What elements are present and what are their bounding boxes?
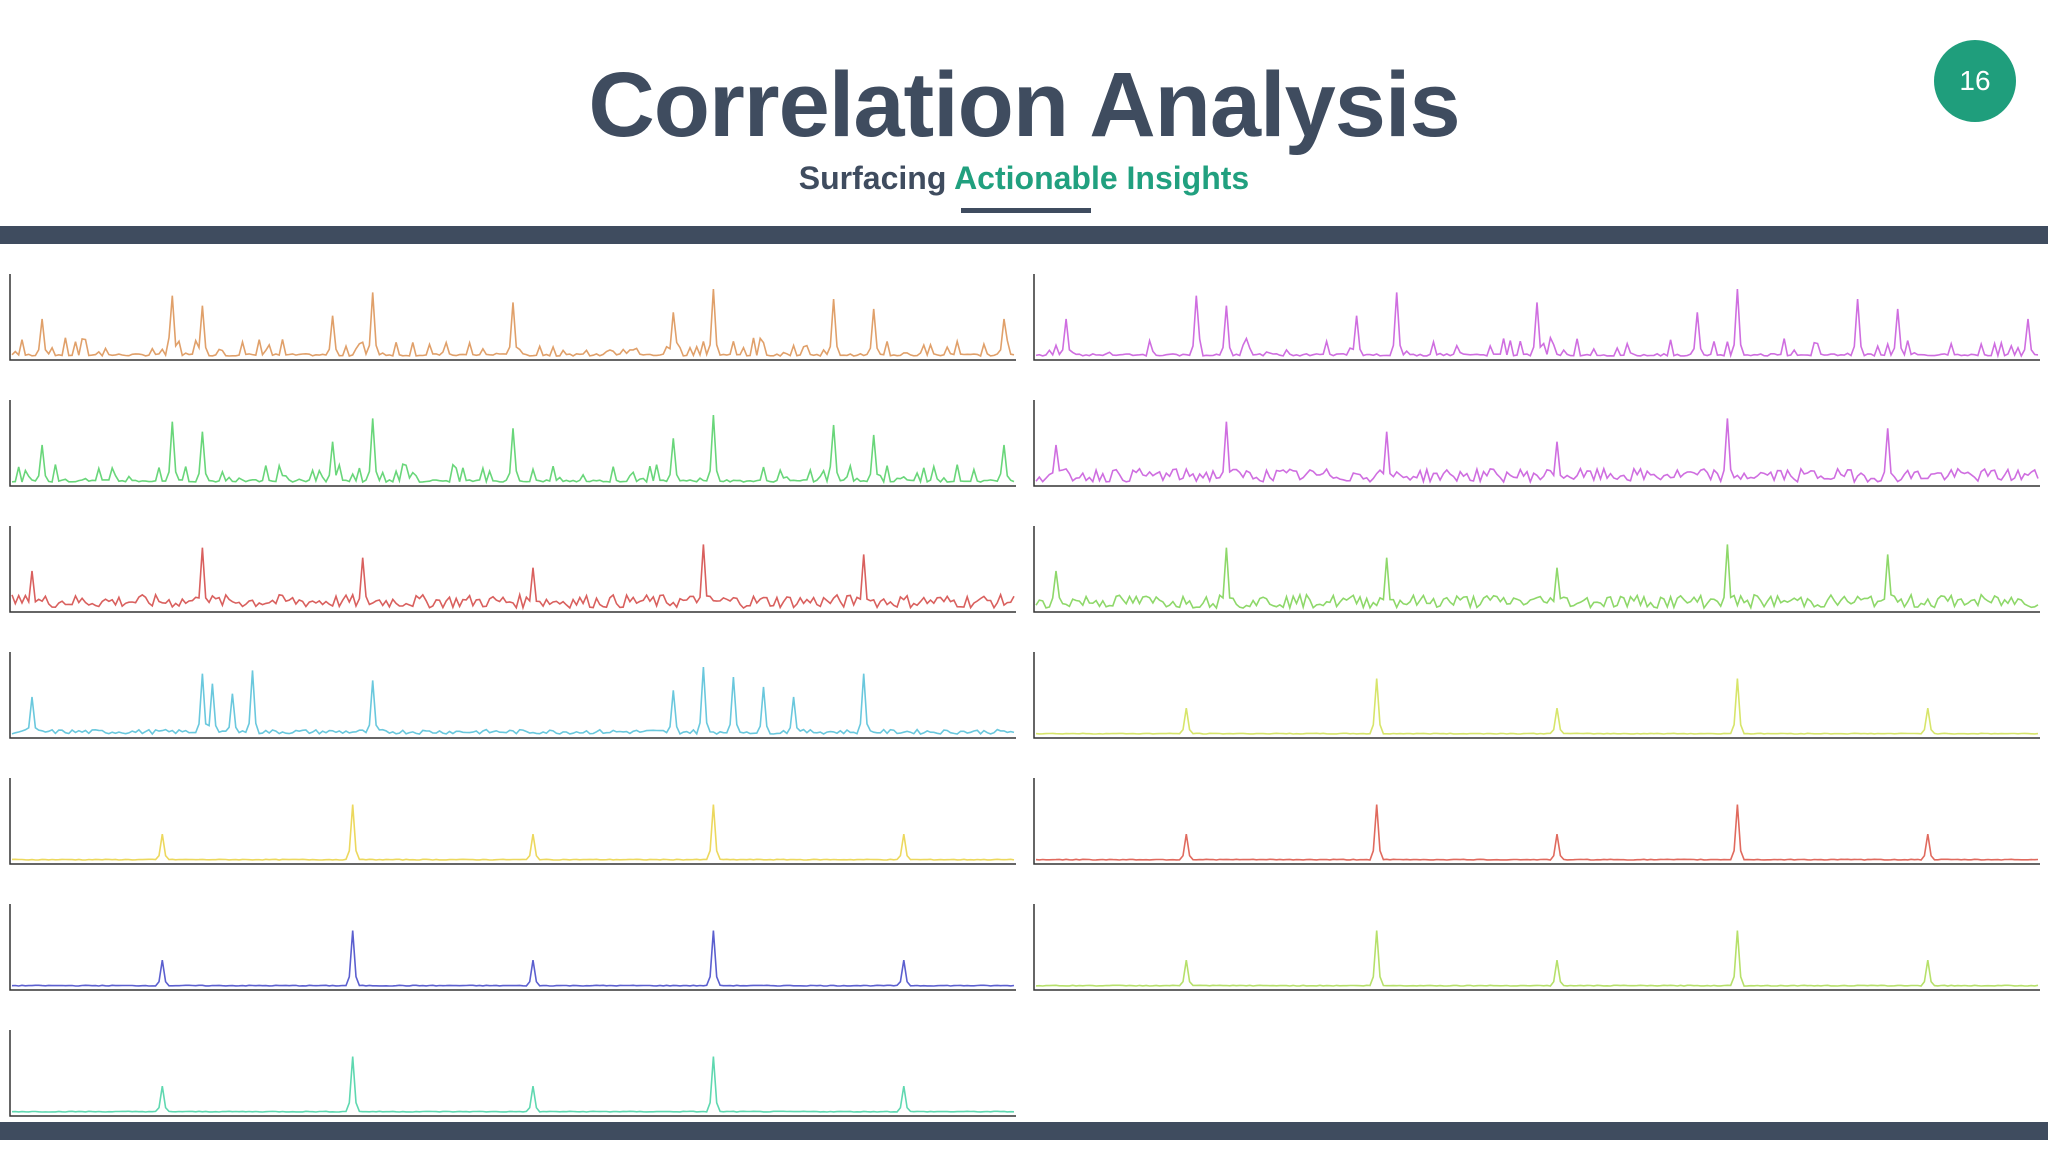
sparkline-panel-8	[1033, 274, 2040, 361]
sparkline-series	[1035, 418, 2039, 485]
sparkline-axis	[9, 1030, 1016, 1117]
header-divider-bar	[0, 226, 2048, 244]
sparkline-series	[11, 666, 1015, 736]
sparkline-panel-1	[9, 274, 1016, 361]
sparkline-series	[1035, 930, 2039, 987]
sparkline-panel-12	[1033, 778, 2040, 865]
subtitle-part-1: Surfacing	[798, 160, 947, 196]
sparkline-series	[1035, 678, 2039, 735]
sparkline-panel-13	[1033, 904, 2040, 991]
sparkline-series	[1035, 804, 2039, 861]
sparkline-axis	[1033, 526, 2040, 613]
sparkline-panel-9	[1033, 400, 2040, 487]
slide-subtitle: Surfacing Actionable Insights	[0, 158, 2048, 198]
sparkline-axis	[9, 274, 1016, 361]
sparkline-axis	[9, 400, 1016, 487]
sparkline-series	[11, 930, 1015, 987]
sparkline-axis	[9, 904, 1016, 991]
sparkline-panel-4	[9, 652, 1016, 739]
slide-title: Correlation Analysis	[588, 54, 1460, 156]
sparkline-panel-2	[9, 400, 1016, 487]
sparkline-grid	[9, 274, 2040, 1117]
sparkline-panel-11	[1033, 652, 2040, 739]
sparkline-panel-7	[9, 1030, 1016, 1117]
sparkline-axis	[9, 652, 1016, 739]
sparkline-panel-10	[1033, 526, 2040, 613]
sparkline-series	[11, 804, 1015, 861]
sparkline-panel-6	[9, 904, 1016, 991]
sparkline-axis	[9, 526, 1016, 613]
sparkline-axis	[1033, 778, 2040, 865]
sparkline-series	[11, 288, 1015, 358]
sparkline-axis	[9, 778, 1016, 865]
sparkline-panel-3	[9, 526, 1016, 613]
sparkline-axis	[1033, 400, 2040, 487]
sparkline-axis	[1033, 652, 2040, 739]
sparkline-series	[11, 1056, 1015, 1113]
subtitle-underline	[961, 208, 1091, 213]
sparkline-panel-5	[9, 778, 1016, 865]
page-number-badge: 16	[1934, 40, 2016, 122]
sparkline-axis	[1033, 904, 2040, 991]
sparkline-series	[1035, 544, 2039, 611]
sparkline-series	[11, 414, 1015, 485]
sparkline-series	[1035, 288, 2039, 359]
subtitle-part-2: Actionable Insights	[954, 160, 1250, 196]
sparkline-axis	[1033, 274, 2040, 361]
sparkline-series	[11, 544, 1015, 611]
footer-divider-bar	[0, 1122, 2048, 1140]
